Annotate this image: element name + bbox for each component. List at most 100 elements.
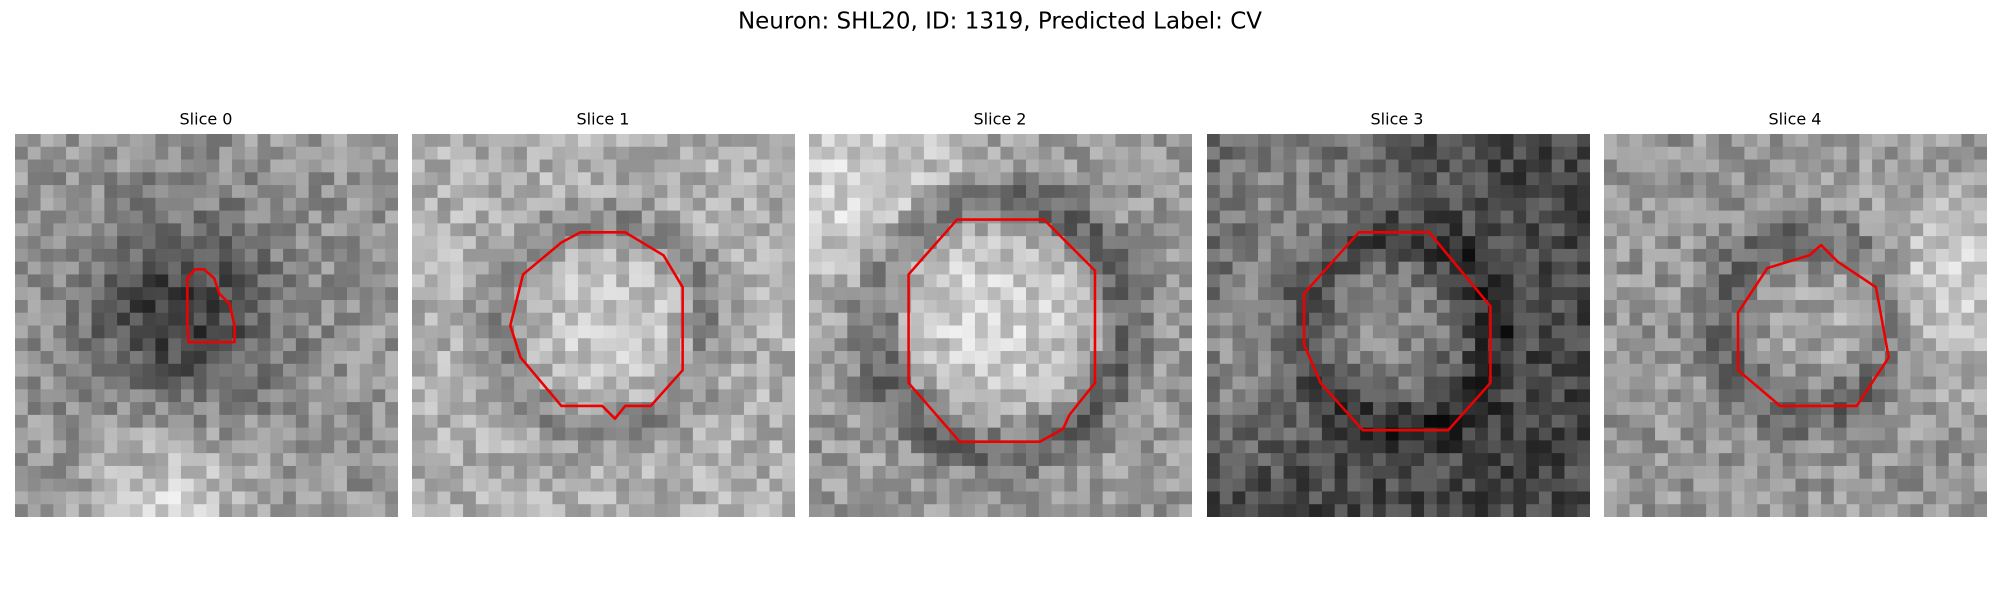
pixel [680,504,694,517]
pixel [1258,210,1272,224]
pixel [552,465,566,480]
pixel [359,504,373,517]
pixel [1961,402,1975,416]
pixel [974,504,989,517]
pixel [1487,261,1502,275]
pixel [321,363,335,377]
pixel [321,453,335,467]
pixel [526,465,541,480]
pixel [885,236,899,250]
pixel [1744,197,1758,211]
pixel [1884,248,1899,263]
pixel [1385,159,1399,173]
pixel [1102,299,1116,314]
pixel [193,338,207,352]
pixel [1923,440,1937,454]
pixel [539,363,553,377]
pixel [577,389,592,403]
pixel [1258,172,1272,186]
pixel [232,146,246,160]
pixel [885,376,899,390]
pixel [1360,210,1374,224]
pixel [974,338,989,352]
pixel [1961,491,1975,505]
pixel [1910,197,1924,211]
pixel [1757,338,1771,352]
pixel [1245,159,1259,173]
pixel [692,402,707,416]
pixel [27,299,41,314]
pixel [155,453,169,467]
pixel [1897,172,1911,186]
pixel [847,363,861,377]
pixel [847,402,861,416]
pixel [1038,274,1052,288]
pixel [1884,172,1899,186]
pixel [1513,491,1527,505]
pixel [1179,440,1192,454]
pixel [180,440,195,454]
pixel [180,185,195,199]
pixel [1245,134,1259,148]
pixel [1629,248,1643,263]
pixel [847,223,861,237]
pixel [603,389,617,403]
pixel [1757,299,1771,314]
pixel [1680,427,1694,441]
pixel [616,478,630,492]
pixel [1360,414,1374,429]
pixel [1013,236,1027,250]
pixel [1064,427,1078,441]
pixel [616,363,630,377]
pixel [1436,389,1450,403]
pixel [1102,453,1116,467]
pixel [1140,223,1155,237]
pixel [1948,248,1962,263]
pixel [1077,146,1091,160]
pixel [616,312,630,326]
pixel [629,299,643,314]
pixel [1859,338,1873,352]
pixel [821,197,835,211]
pixel [283,223,297,237]
pixel [539,427,553,441]
pixel [872,261,886,275]
pixel [847,274,861,288]
pixel [1487,491,1502,505]
pixel [743,159,758,173]
pixel [1769,414,1784,429]
pixel [1038,159,1052,173]
pixel [526,299,541,314]
pixel [1038,134,1052,148]
pixel [1232,453,1246,467]
pixel [1270,248,1284,263]
pixel [424,491,438,505]
pixel [1360,146,1374,160]
pixel [1115,236,1129,250]
pixel [1577,223,1590,237]
pixel [117,146,131,160]
pixel [1655,236,1669,250]
pixel [1744,504,1758,517]
pixel [244,325,258,339]
pixel [1731,248,1745,263]
pixel [1140,414,1155,429]
pixel [450,504,464,517]
pixel [334,146,348,160]
pixel [1321,159,1336,173]
pixel [718,159,732,173]
pixel [1782,453,1796,467]
pixel [180,427,195,441]
pixel [53,146,67,160]
pixel [577,427,592,441]
pixel [1884,504,1899,517]
pixel [962,287,976,301]
pixel [488,146,502,160]
pixel [1564,223,1578,237]
pixel [1207,414,1221,429]
pixel [385,236,398,250]
pixel [270,274,284,288]
pixel [1013,465,1027,480]
pixel [321,376,335,390]
pixel [308,185,322,199]
